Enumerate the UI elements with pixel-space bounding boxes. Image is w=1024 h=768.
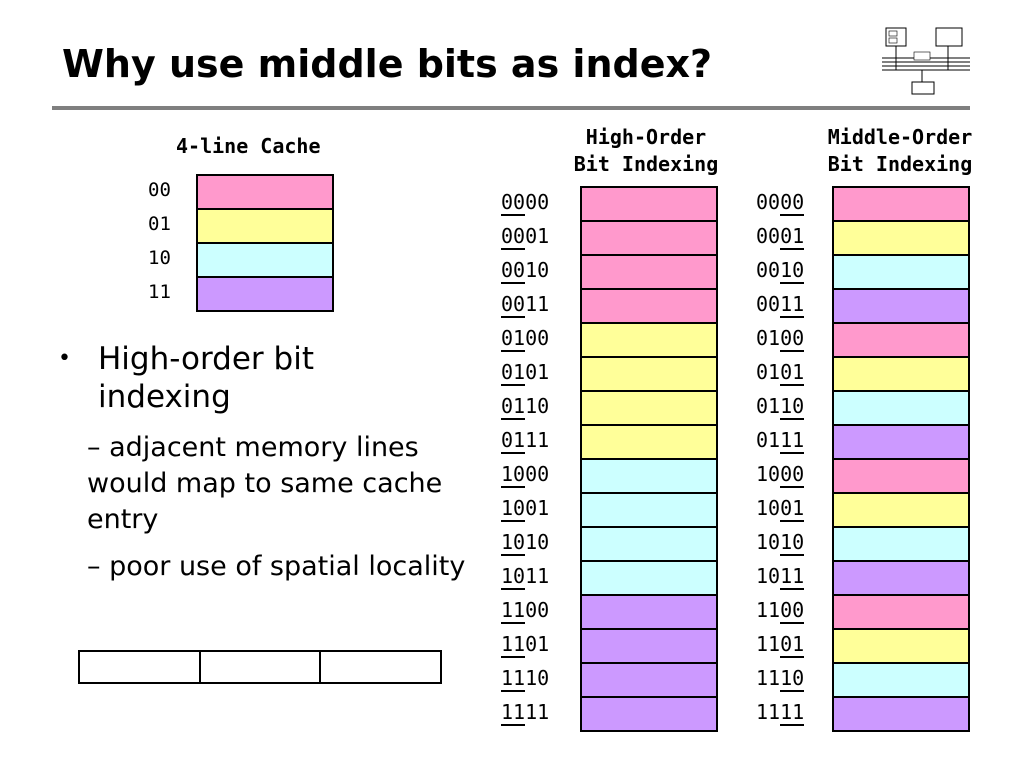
high-order-memory-block bbox=[580, 220, 718, 256]
middle-order-address: 0111 bbox=[756, 428, 805, 454]
middle-order-memory-block bbox=[832, 390, 970, 426]
address-field-index bbox=[201, 652, 322, 682]
system-diagram-icon bbox=[882, 27, 970, 95]
middle-order-memory-block bbox=[832, 696, 970, 732]
address-field-tag bbox=[80, 652, 201, 682]
high-order-address: 0011 bbox=[501, 292, 550, 318]
sub-bullet-1: – adjacent memory lines would map to sam… bbox=[87, 432, 443, 535]
cache-line-block bbox=[196, 276, 334, 312]
middle-order-address: 0001 bbox=[756, 224, 805, 250]
high-order-address: 1001 bbox=[501, 496, 550, 522]
cache-line-label: 01 bbox=[148, 213, 171, 235]
middle-order-heading-line2: Bit Indexing bbox=[827, 152, 973, 176]
high-order-memory-block bbox=[580, 254, 718, 290]
middle-order-address: 1110 bbox=[756, 666, 805, 692]
address-field-offset bbox=[321, 652, 440, 682]
bullet-text: High-order bit indexing bbox=[98, 341, 314, 415]
cache-line-block bbox=[196, 208, 334, 244]
middle-order-memory-block bbox=[832, 492, 970, 528]
high-order-heading-line1: High-Order bbox=[585, 125, 707, 149]
slide-title: Why use middle bits as index? bbox=[62, 42, 713, 86]
middle-order-address: 0100 bbox=[756, 326, 805, 352]
cache-line-block bbox=[196, 242, 334, 278]
high-order-memory-block bbox=[580, 356, 718, 392]
high-order-address: 0000 bbox=[501, 190, 550, 216]
middle-order-memory-block bbox=[832, 560, 970, 596]
middle-order-memory-block bbox=[832, 628, 970, 664]
middle-order-address: 1000 bbox=[756, 462, 805, 488]
middle-order-memory-block bbox=[832, 356, 970, 392]
middle-order-heading-line1: Middle-Order bbox=[827, 125, 973, 149]
high-order-memory-block bbox=[580, 186, 718, 222]
cache-line-label: 10 bbox=[148, 247, 171, 269]
middle-order-address: 1101 bbox=[756, 632, 805, 658]
high-order-memory-block bbox=[580, 492, 718, 528]
address-field-box bbox=[78, 650, 442, 684]
high-order-memory-block bbox=[580, 458, 718, 494]
high-order-address: 0110 bbox=[501, 394, 550, 420]
high-order-address: 1011 bbox=[501, 564, 550, 590]
middle-order-address: 1010 bbox=[756, 530, 805, 556]
middle-order-memory-block bbox=[832, 526, 970, 562]
high-order-memory-block bbox=[580, 526, 718, 562]
cache-line-label: 00 bbox=[148, 179, 171, 201]
middle-order-heading: Middle-Order Bit Indexing bbox=[812, 124, 988, 178]
bullet-dot-icon: • bbox=[58, 346, 71, 371]
high-order-address: 1000 bbox=[501, 462, 550, 488]
high-order-address: 1111 bbox=[501, 700, 550, 726]
high-order-memory-block bbox=[580, 390, 718, 426]
high-order-address: 1010 bbox=[501, 530, 550, 556]
middle-order-address: 1100 bbox=[756, 598, 805, 624]
high-order-address: 1101 bbox=[501, 632, 550, 658]
cache-line-block bbox=[196, 174, 334, 210]
high-order-address: 1100 bbox=[501, 598, 550, 624]
middle-order-address: 0110 bbox=[756, 394, 805, 420]
high-order-memory-block bbox=[580, 322, 718, 358]
middle-order-memory-block bbox=[832, 594, 970, 630]
high-order-memory-block bbox=[580, 696, 718, 732]
high-order-memory-block bbox=[580, 560, 718, 596]
high-order-address: 0010 bbox=[501, 258, 550, 284]
sub-bullet-2: – poor use of spatial locality bbox=[87, 551, 466, 582]
high-order-address: 0100 bbox=[501, 326, 550, 352]
middle-order-memory-block bbox=[832, 458, 970, 494]
middle-order-memory-block bbox=[832, 322, 970, 358]
middle-order-address: 1001 bbox=[756, 496, 805, 522]
high-order-memory-block bbox=[580, 424, 718, 460]
middle-order-address: 1011 bbox=[756, 564, 805, 590]
cache-title: 4-line Cache bbox=[176, 134, 321, 158]
middle-order-address: 0011 bbox=[756, 292, 805, 318]
middle-order-address: 1111 bbox=[756, 700, 805, 726]
title-divider bbox=[52, 106, 970, 110]
middle-order-memory-block bbox=[832, 662, 970, 698]
high-order-memory-block bbox=[580, 288, 718, 324]
high-order-address: 0111 bbox=[501, 428, 550, 454]
high-order-heading: High-Order Bit Indexing bbox=[566, 124, 726, 178]
middle-order-address: 0010 bbox=[756, 258, 805, 284]
middle-order-memory-block bbox=[832, 424, 970, 460]
middle-order-memory-block bbox=[832, 220, 970, 256]
high-order-memory-block bbox=[580, 628, 718, 664]
middle-order-memory-block bbox=[832, 186, 970, 222]
high-order-address: 0101 bbox=[501, 360, 550, 386]
cache-line-label: 11 bbox=[148, 281, 171, 303]
high-order-address: 0001 bbox=[501, 224, 550, 250]
middle-order-address: 0000 bbox=[756, 190, 805, 216]
high-order-memory-block bbox=[580, 662, 718, 698]
middle-order-memory-block bbox=[832, 288, 970, 324]
high-order-heading-line2: Bit Indexing bbox=[573, 152, 719, 176]
middle-order-address: 0101 bbox=[756, 360, 805, 386]
high-order-memory-block bbox=[580, 594, 718, 630]
high-order-address: 1110 bbox=[501, 666, 550, 692]
middle-order-memory-block bbox=[832, 254, 970, 290]
